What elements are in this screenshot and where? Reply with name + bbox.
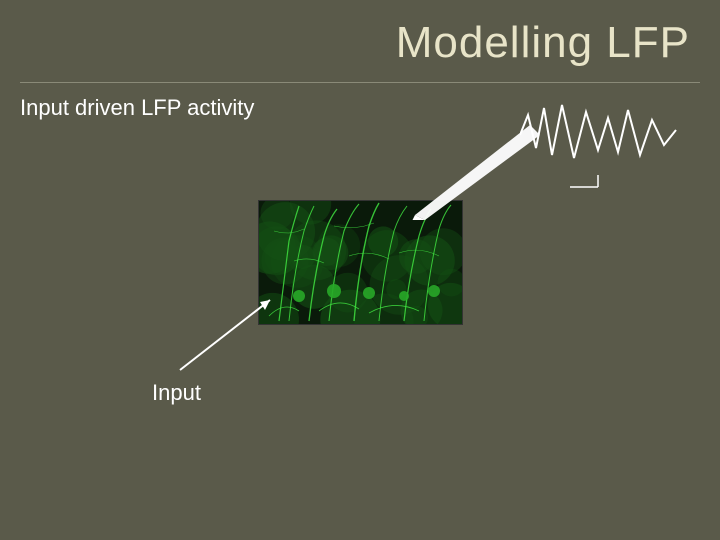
input-label: Input: [152, 380, 201, 406]
input-arrow: [170, 290, 290, 380]
lfp-waveform: [520, 100, 680, 170]
electrode-connector: [570, 175, 630, 205]
page-title: Modelling LFP: [396, 18, 690, 68]
title-divider: [20, 82, 700, 83]
subtitle-text: Input driven LFP activity: [20, 95, 254, 121]
